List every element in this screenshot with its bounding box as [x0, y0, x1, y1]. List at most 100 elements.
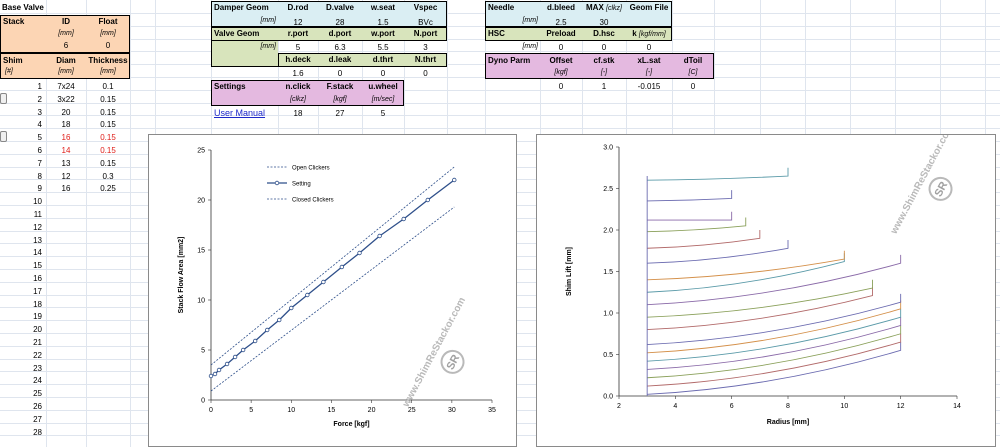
shim-number: 27	[33, 415, 42, 424]
shim-diam[interactable]: 18	[61, 120, 71, 129]
shim-diam[interactable]: 16	[61, 133, 71, 142]
shim-profile-2	[647, 325, 902, 379]
y-tick-label: 1.0	[603, 311, 613, 318]
shim-thickness[interactable]: 0.15	[100, 108, 116, 117]
k-value[interactable]: 0	[646, 43, 652, 52]
y-tick-label: 0.5	[603, 352, 613, 359]
shim-thickness[interactable]: 0.15	[100, 95, 116, 104]
shim-lift-chart[interactable]: 2 4 6 8 10 12 14 0.0 0.5 1.0 1.5 2.0 2.5 3.0 Radius […	[536, 123, 996, 447]
dtoil-value[interactable]: 0	[690, 82, 696, 91]
shim-thickness[interactable]: 0.1	[102, 82, 114, 91]
offset-value[interactable]: 0	[558, 82, 564, 91]
series-point	[264, 327, 270, 333]
flow-area-chart[interactable]: 0 5 10 15 20 25 30 35 0 5 10 15 20 25 Open Clickers Se…	[148, 134, 517, 447]
h-deck-header: h.deck	[285, 55, 311, 64]
x-tick-label: 30	[448, 407, 456, 414]
series-point	[224, 361, 230, 367]
shim-thickness[interactable]: 0.15	[100, 133, 116, 142]
h-deck-value[interactable]: 1.6	[292, 69, 304, 78]
y-tick-label: 5	[201, 348, 205, 355]
shim-header: Shim	[3, 56, 23, 65]
shim-thickness[interactable]: 0.15	[100, 146, 116, 155]
sheet-button-2[interactable]	[0, 131, 7, 142]
stack-header-box	[0, 15, 130, 53]
shim-diam[interactable]: 7x24	[57, 82, 75, 91]
d-thrt-value[interactable]: 0	[380, 69, 386, 78]
x-tick-label: 2	[617, 403, 621, 410]
grid-row-line	[0, 115, 1000, 116]
series-point	[252, 338, 258, 344]
shim-thickness[interactable]: 0.15	[100, 120, 116, 129]
series-point	[377, 233, 382, 239]
cf-stk-header: cf.stk	[593, 56, 615, 65]
shim-diam[interactable]: 13	[61, 159, 71, 168]
d-hsc-header: D.hsc	[593, 29, 615, 38]
u-wheel-value[interactable]: 5	[380, 109, 386, 118]
shim-diam[interactable]: 3x22	[57, 95, 75, 104]
diam-unit: [mm]	[58, 68, 74, 75]
shim-diam[interactable]: 12	[61, 172, 71, 181]
d-leak-value[interactable]: 0	[337, 69, 343, 78]
y-tick-label: 1.5	[603, 269, 613, 276]
user-manual-link[interactable]: User Manual	[214, 107, 265, 119]
float-header: Float	[98, 17, 118, 26]
preload-value[interactable]: 0	[558, 43, 564, 52]
u-wheel-unit: [m/sec]	[371, 96, 395, 103]
shim-thickness[interactable]: 0.3	[102, 172, 114, 181]
d-valve-value[interactable]: 28	[335, 18, 345, 27]
shim-profile-11	[647, 250, 845, 281]
y-tick-label: 2.0	[603, 228, 613, 235]
max-header-unit: [clkz]	[606, 5, 622, 12]
shim-number: 16	[33, 274, 42, 283]
user-manual-link-text[interactable]: User Manual	[214, 108, 266, 118]
x-tick-label: 0	[209, 407, 213, 414]
d-valve-header: D.valve	[325, 3, 355, 12]
watermark-circle	[928, 176, 953, 201]
shim-number: 10	[33, 197, 42, 206]
d-hsc-value[interactable]: 0	[601, 43, 607, 52]
float-value[interactable]: 0	[105, 41, 111, 50]
w-port-header: w.port	[371, 29, 395, 38]
grid-row-line	[0, 90, 1000, 91]
legend-label: Closed Clickers	[292, 198, 334, 204]
n-click-value[interactable]: 18	[293, 109, 303, 118]
hsc-box	[485, 27, 672, 41]
cf-stk-value[interactable]: 1	[601, 82, 607, 91]
shim-number: 2	[37, 95, 42, 104]
diam-header: Diam	[56, 56, 76, 65]
series-point	[240, 347, 246, 353]
f-stack-value[interactable]: 27	[335, 109, 345, 118]
w-seat-value[interactable]: 1.5	[377, 18, 389, 27]
max-header-label: MAX	[586, 3, 604, 12]
shim-diam[interactable]: 16	[61, 184, 71, 193]
series-point	[208, 373, 214, 379]
grid-col-line	[46, 0, 47, 447]
w-port-value[interactable]: 5.5	[377, 43, 389, 52]
n-port-value[interactable]: 3	[423, 43, 428, 52]
shim-number: 3	[37, 108, 42, 117]
x-tick-label: 14	[953, 403, 961, 410]
shim-thickness[interactable]: 0.15	[100, 159, 116, 168]
u-wheel-header: u.wheel	[368, 82, 398, 91]
xl-sat-value[interactable]: -0.015	[637, 82, 661, 91]
shim-thickness[interactable]: 0.25	[100, 184, 116, 193]
shim-diam[interactable]: 20	[61, 108, 71, 117]
dtoil-unit: [C]	[688, 69, 698, 76]
shim-number: 28	[33, 428, 42, 437]
d-rod-value[interactable]: 12	[293, 18, 303, 27]
r-port-value[interactable]: 5	[295, 43, 301, 52]
shim-profile-12	[647, 239, 789, 264]
sheet-button-1[interactable]	[0, 93, 7, 104]
valve-geom-box-1	[211, 27, 447, 41]
n-thrt-value[interactable]: 0	[423, 69, 428, 78]
max-value[interactable]: 30	[599, 18, 609, 27]
d-bleed-value[interactable]: 2.5	[555, 18, 567, 27]
series-line-1	[210, 179, 455, 377]
shim-diam[interactable]: 14	[61, 146, 71, 155]
d-port-value[interactable]: 6.3	[334, 43, 346, 52]
shim-number: 26	[33, 402, 42, 411]
id-header: ID	[62, 17, 70, 26]
id-value[interactable]: 6	[63, 41, 69, 50]
n-thrt-header: N.thrt	[414, 55, 437, 64]
vspec-value[interactable]: BVc	[418, 18, 433, 27]
